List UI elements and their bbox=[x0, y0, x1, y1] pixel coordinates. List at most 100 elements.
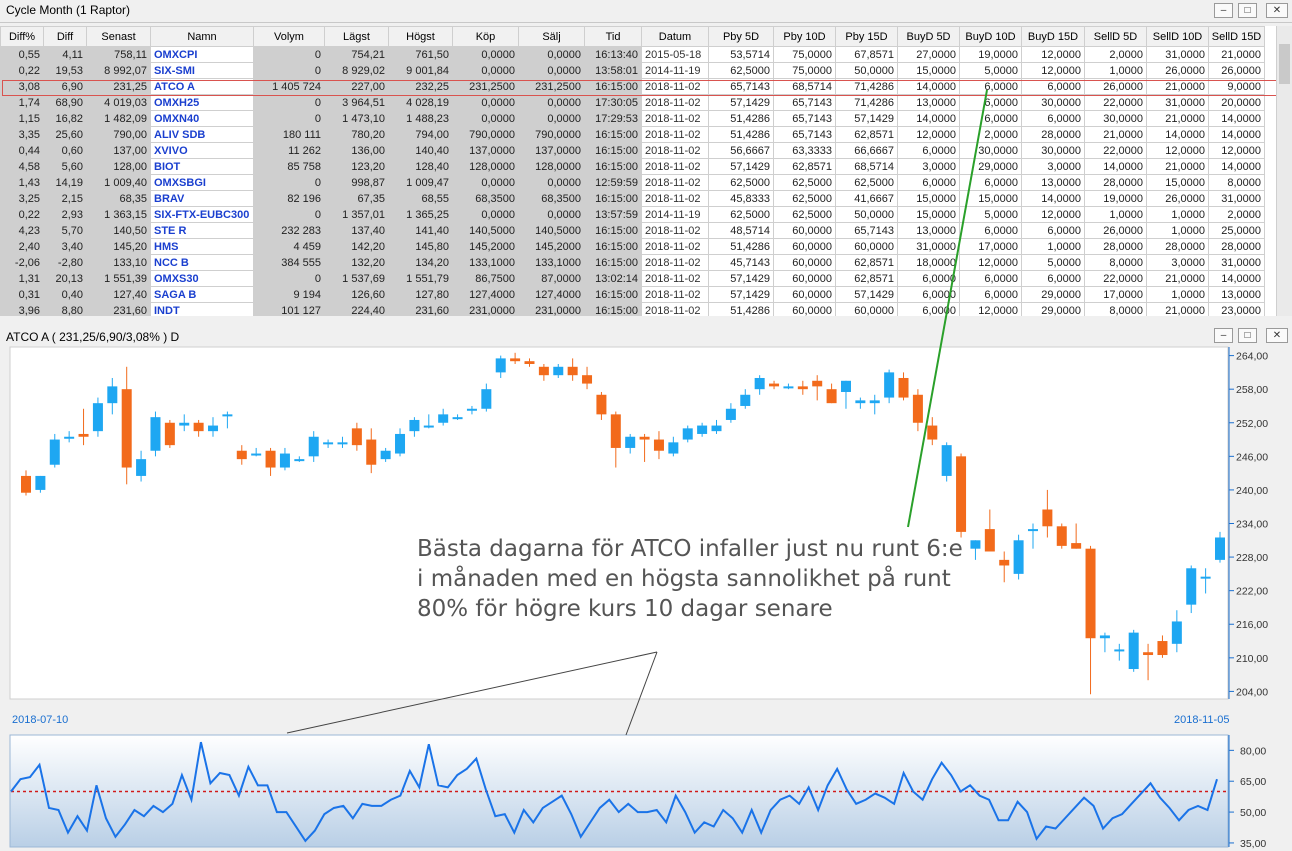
candle bbox=[1085, 545, 1096, 695]
table-row[interactable]: 1,31 20,13 1 551,39 OMXS30 0 1 537,69 1 551,79… bbox=[0, 270, 1265, 287]
column-header[interactable]: SellD 15D bbox=[1208, 26, 1265, 47]
chart-start-date: 2018-07-10 bbox=[12, 714, 69, 726]
candle-body bbox=[366, 439, 377, 465]
candle-body bbox=[337, 442, 348, 445]
table-row[interactable]: 1,43 14,19 1 009,40 OMXSBGI 0 998,87 1 009,47 0… bbox=[0, 174, 1265, 191]
candle-body bbox=[279, 453, 290, 468]
table-cell: 60,0000 bbox=[773, 222, 836, 239]
chart-close-icon[interactable]: ✕ bbox=[1266, 328, 1288, 343]
candle-body bbox=[625, 436, 636, 448]
table-row[interactable]: 0,22 19,53 8 992,07 SIX-SMI 0 8 929,02 9 001,8… bbox=[0, 62, 1265, 79]
table-scrollbar[interactable] bbox=[1276, 26, 1292, 316]
candle-body bbox=[395, 433, 406, 454]
table-cell: 57,1429 bbox=[708, 94, 774, 111]
candle-body bbox=[538, 366, 549, 376]
candle-body bbox=[1200, 576, 1211, 579]
candle-body bbox=[121, 389, 132, 468]
column-header[interactable]: Datum bbox=[641, 26, 709, 47]
candle bbox=[1171, 610, 1182, 653]
table-cell: 145,2000 bbox=[518, 238, 585, 255]
minimize-icon[interactable]: – bbox=[1214, 3, 1233, 18]
candle bbox=[1042, 489, 1053, 538]
scrollbar-thumb[interactable] bbox=[1279, 44, 1290, 84]
candle-body bbox=[596, 394, 607, 415]
table-cell: 13,0000 bbox=[897, 94, 960, 111]
candle bbox=[1071, 523, 1082, 549]
column-header[interactable]: Diff% bbox=[0, 26, 44, 47]
table-cell: 21,0000 bbox=[1146, 110, 1209, 127]
candle bbox=[121, 366, 132, 485]
table-cell: 86,7500 bbox=[452, 270, 519, 287]
candle-body bbox=[1099, 635, 1110, 639]
table-row[interactable]: 4,23 5,70 140,50 STE R 232 283 137,40 141,40 14… bbox=[0, 222, 1265, 239]
table-cell: 31,0000 bbox=[1208, 190, 1265, 207]
column-header[interactable]: BuyD 5D bbox=[897, 26, 960, 47]
column-header[interactable]: SellD 10D bbox=[1146, 26, 1209, 47]
chart-title: ATCO A ( 231,25/6,90/3,08% ) D bbox=[6, 330, 180, 344]
restore-icon[interactable]: □ bbox=[1238, 3, 1257, 18]
table-row[interactable]: 0,22 2,93 1 363,15 SIX-FTX-EUBC300 0 1 357,01… bbox=[0, 206, 1265, 223]
table-cell: 0,0000 bbox=[518, 62, 585, 79]
column-header[interactable]: Volym bbox=[253, 26, 325, 47]
candle bbox=[668, 436, 679, 457]
candle-body bbox=[639, 436, 650, 440]
candle bbox=[1143, 643, 1154, 681]
table-row[interactable]: 3,35 25,60 790,00 ALIV SDB 180 111 780,20 794,… bbox=[0, 126, 1265, 143]
chart-restore-icon[interactable]: □ bbox=[1238, 328, 1257, 343]
table-row[interactable]: 4,58 5,60 128,00 BIOT 85 758 123,20 128,40 128,… bbox=[0, 158, 1265, 175]
price-tick-label: 240,00 bbox=[1236, 485, 1268, 497]
column-header[interactable]: BuyD 10D bbox=[959, 26, 1022, 47]
table-cell: 65,7143 bbox=[773, 110, 836, 127]
candle bbox=[150, 411, 161, 457]
candle bbox=[984, 509, 995, 552]
column-header[interactable]: BuyD 15D bbox=[1021, 26, 1085, 47]
candle bbox=[35, 475, 46, 493]
table-cell: 57,1429 bbox=[708, 158, 774, 175]
candle-body bbox=[524, 361, 535, 364]
column-header[interactable]: Senast bbox=[86, 26, 151, 47]
column-header[interactable]: Pby 15D bbox=[835, 26, 898, 47]
table-row[interactable]: 0,44 0,60 137,00 XVIVO 11 262 136,00 140,40 137… bbox=[0, 142, 1265, 159]
candle bbox=[812, 375, 823, 401]
column-header[interactable]: Diff bbox=[43, 26, 87, 47]
table-cell: 0,0000 bbox=[518, 46, 585, 63]
table-cell: HMS bbox=[150, 238, 254, 255]
table-row[interactable]: 0,55 4,11 758,11 OMXCPI 0 754,21 761,50 0,0000 0… bbox=[0, 46, 1265, 63]
candle-body bbox=[769, 383, 780, 387]
table-cell: 790,00 bbox=[86, 126, 151, 143]
table-row[interactable]: 1,15 16,82 1 482,09 OMXN40 0 1 473,10 1 488,23… bbox=[0, 110, 1265, 127]
candle-body bbox=[351, 428, 362, 446]
table-cell: STE R bbox=[150, 222, 254, 239]
table-cell: 23,0000 bbox=[1208, 302, 1265, 316]
candle bbox=[1099, 632, 1110, 653]
cycle-month-grid[interactable]: Diff% Diff Senast Namn Volym Lägst Högst Köp Säl… bbox=[0, 26, 1292, 316]
chart-minimize-icon[interactable]: – bbox=[1214, 328, 1233, 343]
candle bbox=[136, 450, 147, 482]
table-cell: SIX-FTX-EUBC300 bbox=[150, 206, 254, 223]
table-cell: 101 127 bbox=[253, 302, 325, 316]
column-header[interactable]: Tid bbox=[584, 26, 642, 47]
column-header[interactable]: Högst bbox=[388, 26, 453, 47]
column-header[interactable]: Köp bbox=[452, 26, 519, 47]
table-row[interactable]: 3,96 8,80 231,60 INDT 101 127 224,40 231,60 231… bbox=[0, 302, 1265, 316]
table-cell: 4 028,19 bbox=[388, 94, 453, 111]
table-cell: 16:15:00 bbox=[584, 78, 642, 95]
candle-body bbox=[668, 442, 679, 454]
candle-body bbox=[869, 400, 880, 404]
price-tick-label: 204,00 bbox=[1236, 686, 1268, 698]
candle-body bbox=[783, 386, 794, 389]
table-row[interactable]: 2,40 3,40 145,20 HMS 4 459 142,20 145,80 145,20… bbox=[0, 238, 1265, 255]
candle bbox=[912, 389, 923, 432]
close-icon[interactable]: ✕ bbox=[1266, 3, 1288, 18]
candle bbox=[826, 383, 837, 404]
table-cell: 6,0000 bbox=[897, 270, 960, 287]
table-cell: 1 488,23 bbox=[388, 110, 453, 127]
table-cell: 28,0000 bbox=[1084, 174, 1147, 191]
candle-body bbox=[92, 403, 103, 432]
column-header[interactable]: Sälj bbox=[518, 26, 585, 47]
table-row[interactable]: 1,74 68,90 4 019,03 OMXH25 0 3 964,51 4 028,19… bbox=[0, 94, 1265, 111]
table-cell: 1 009,40 bbox=[86, 174, 151, 191]
